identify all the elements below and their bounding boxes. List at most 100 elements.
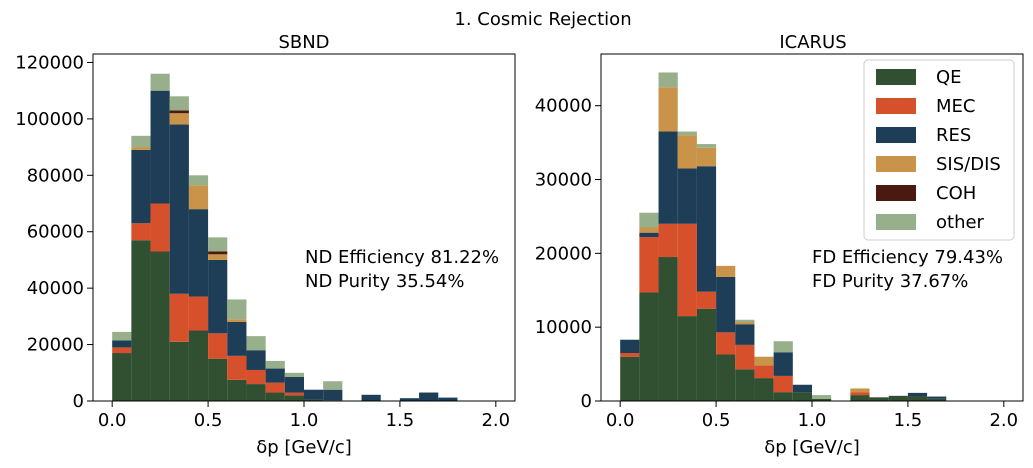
- sbnd-efficiency-annotation: ND Efficiency 81.22%: [305, 247, 499, 268]
- sbnd-bar-res-bin-0: [112, 340, 132, 348]
- legend-swatch-sis-dis: [876, 156, 916, 172]
- icarus-panel: ICARUS 0.0 0.5 1.0 1.5 2.0 0 10000 20000 30000 4…: [535, 32, 1024, 458]
- sbnd-bar-qe-bin-0: [112, 353, 132, 401]
- sbnd-bar-sis-dis-bin-3: [169, 113, 189, 125]
- icarus-bar-mec-bin-3: [677, 223, 697, 317]
- icarus-bar-qe-bin-2: [658, 257, 678, 401]
- figure-title: 1. Cosmic Rejection: [454, 9, 631, 30]
- sbnd-bar-other-bin-7: [246, 336, 266, 351]
- icarus-bar-other-bin-1: [639, 212, 659, 228]
- icarus-x-tick-label: 0.0: [606, 410, 635, 431]
- icarus-bar-res-bin-1: [639, 232, 659, 238]
- icarus-bar-mec-bin-6: [735, 344, 755, 370]
- icarus-x-ticks: 0.0 0.5 1.0 1.5 2.0: [606, 401, 1018, 431]
- icarus-x-tick-label: 2.0: [989, 410, 1018, 431]
- sbnd-title: SBND: [278, 32, 329, 53]
- sbnd-bar-other-bin-5: [208, 237, 228, 252]
- sbnd-bar-qe-bin-3: [169, 341, 189, 401]
- sbnd-bar-sis-dis-bin-4: [188, 185, 209, 210]
- icarus-bar-mec-bin-7: [754, 365, 774, 379]
- sbnd-bar-res-bin-3: [169, 124, 189, 294]
- icarus-bar-sis-dis-bin-6: [735, 322, 755, 325]
- sbnd-y-tick-label: 20000: [27, 335, 84, 356]
- sbnd-bar-res-bin-4: [188, 209, 209, 297]
- sbnd-bar-other-bin-8: [265, 360, 285, 369]
- sbnd-bar-res-bin-17: [438, 397, 458, 401]
- icarus-bar-mec-bin-2: [658, 223, 678, 258]
- sbnd-bar-mec-bin-7: [246, 369, 266, 385]
- sbnd-bar-other-bin-4: [188, 175, 209, 186]
- icarus-y-tick-label: 30000: [535, 170, 592, 191]
- icarus-bar-res-bin-15: [907, 392, 928, 397]
- icarus-bar-qe-bin-10: [812, 398, 832, 401]
- legend-swatch-mec: [876, 98, 916, 114]
- sbnd-bar-mec-bin-9: [284, 392, 304, 396]
- legend-swatch-other: [876, 214, 916, 230]
- sbnd-bar-sis-dis-bin-5: [208, 254, 228, 260]
- sbnd-bar-qe-bin-6: [227, 379, 247, 401]
- icarus-bar-other-bin-10: [812, 395, 832, 399]
- icarus-y-tick-label: 20000: [535, 243, 592, 264]
- sbnd-y-tick-label: 120000: [15, 52, 84, 73]
- sbnd-bar-mec-bin-5: [208, 333, 228, 359]
- icarus-bar-res-bin-0: [620, 339, 640, 354]
- icarus-bar-qe-bin-15: [907, 396, 928, 401]
- sbnd-x-ticks: 0.0 0.5 1.0 1.5 2.0: [98, 401, 510, 431]
- sbnd-bar-res-bin-11: [323, 389, 343, 401]
- sbnd-bar-mec-bin-4: [188, 296, 209, 331]
- sbnd-x-tick-label: 0.0: [98, 410, 127, 431]
- icarus-bar-other-bin-6: [735, 319, 755, 323]
- icarus-bar-mec-bin-12: [850, 392, 870, 396]
- icarus-bar-qe-bin-1: [639, 292, 659, 401]
- sbnd-bar-res-bin-13: [361, 394, 381, 401]
- icarus-bar-mec-bin-5: [716, 332, 736, 355]
- legend-label-mec: MEC: [936, 96, 975, 117]
- legend: QE MEC RES SIS/DIS COH other: [863, 59, 1015, 241]
- icarus-bar-res-bin-16: [927, 396, 947, 399]
- icarus-bar-res-bin-6: [735, 324, 755, 345]
- icarus-bar-res-bin-4: [696, 166, 717, 292]
- sbnd-bar-coh-bin-3: [169, 110, 189, 114]
- icarus-y-tick-label: 0: [581, 391, 592, 412]
- sbnd-x-label: δp [GeV/c]: [256, 437, 352, 458]
- sbnd-purity-annotation: ND Purity 35.54%: [305, 271, 464, 292]
- icarus-y-ticks: 0 10000 20000 30000 40000: [535, 96, 601, 412]
- sbnd-bar-qe-bin-5: [208, 358, 228, 401]
- icarus-bar-other-bin-3: [677, 131, 697, 136]
- icarus-bar-sis-dis-bin-5: [716, 265, 736, 277]
- icarus-y-tick-label: 40000: [535, 96, 592, 117]
- sbnd-bar-qe-bin-4: [188, 330, 209, 401]
- sbnd-x-tick-label: 0.5: [194, 410, 223, 431]
- sbnd-bar-other-bin-9: [284, 372, 304, 378]
- sbnd-y-ticks: 0 20000 40000 60000 80000 100000 120000: [15, 52, 93, 412]
- icarus-purity-annotation: FD Purity 37.67%: [812, 271, 968, 292]
- sbnd-bar-sis-dis-bin-6: [227, 319, 247, 323]
- icarus-bar-res-bin-2: [658, 131, 678, 224]
- icarus-bar-qe-bin-8: [773, 392, 793, 401]
- sbnd-bar-other-bin-6: [227, 299, 247, 320]
- sbnd-bar-res-bin-7: [246, 350, 266, 370]
- sbnd-bar-mec-bin-2: [150, 203, 170, 252]
- icarus-bar-res-bin-8: [773, 352, 793, 376]
- icarus-bar-qe-bin-0: [620, 356, 640, 401]
- sbnd-bar-res-bin-5: [208, 259, 228, 334]
- sbnd-bar-qe-bin-2: [150, 251, 170, 401]
- sbnd-bar-qe-bin-7: [246, 384, 266, 401]
- icarus-bar-sis-dis-bin-7: [754, 356, 774, 366]
- sbnd-bar-res-bin-9: [284, 377, 304, 393]
- sbnd-bar-qe-bin-9: [284, 395, 304, 401]
- sbnd-bar-qe-bin-10: [304, 399, 324, 401]
- legend-label-other: other: [936, 212, 985, 233]
- icarus-x-tick-label: 1.5: [894, 410, 923, 431]
- sbnd-bar-other-bin-11: [323, 381, 343, 390]
- icarus-bar-res-bin-9: [792, 384, 812, 393]
- sbnd-bar-other-bin-2: [150, 73, 170, 91]
- icarus-bar-mec-bin-0: [620, 353, 640, 357]
- sbnd-bar-coh-bin-5: [208, 251, 228, 255]
- icarus-bar-qe-bin-6: [735, 369, 755, 401]
- icarus-bar-qe-bin-5: [716, 354, 736, 401]
- sbnd-bar-mec-bin-3: [169, 293, 189, 342]
- icarus-bar-res-bin-5: [716, 276, 736, 333]
- icarus-x-label: δp [GeV/c]: [764, 437, 860, 458]
